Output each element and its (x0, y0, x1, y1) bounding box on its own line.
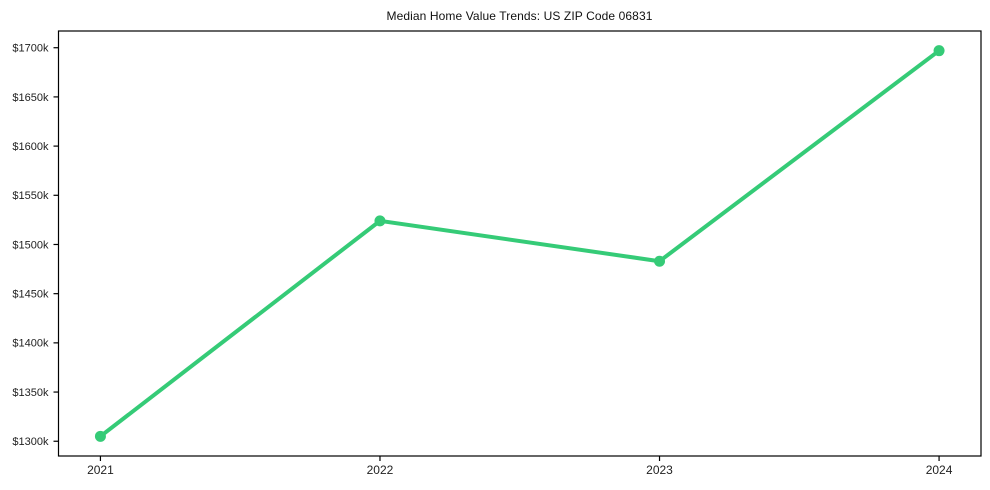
y-tick-label: $1300k (12, 436, 49, 448)
y-tick-label: $1700k (12, 43, 49, 55)
x-tick-label: 2022 (367, 463, 394, 477)
y-tick-label: $1550k (12, 190, 49, 202)
trend-line (98, 48, 942, 439)
data-point-marker (374, 215, 386, 227)
x-tick-label: 2021 (87, 463, 114, 477)
x-tick-label: 2023 (646, 463, 673, 477)
y-tick-label: $1650k (12, 92, 49, 104)
chart-title: Median Home Value Trends: US ZIP Code 06… (386, 9, 653, 23)
y-tick-label: $1500k (12, 239, 49, 251)
y-tick-label: $1600k (12, 141, 49, 153)
x-tick-label: 2024 (926, 463, 953, 477)
plot-border (57, 30, 982, 457)
data-point-marker (94, 430, 106, 442)
y-tick-label: $1450k (12, 289, 49, 301)
y-tick-label: $1350k (12, 387, 49, 399)
data-point-marker (933, 45, 945, 57)
y-tick-label: $1400k (12, 338, 49, 350)
data-point-marker (654, 255, 666, 267)
